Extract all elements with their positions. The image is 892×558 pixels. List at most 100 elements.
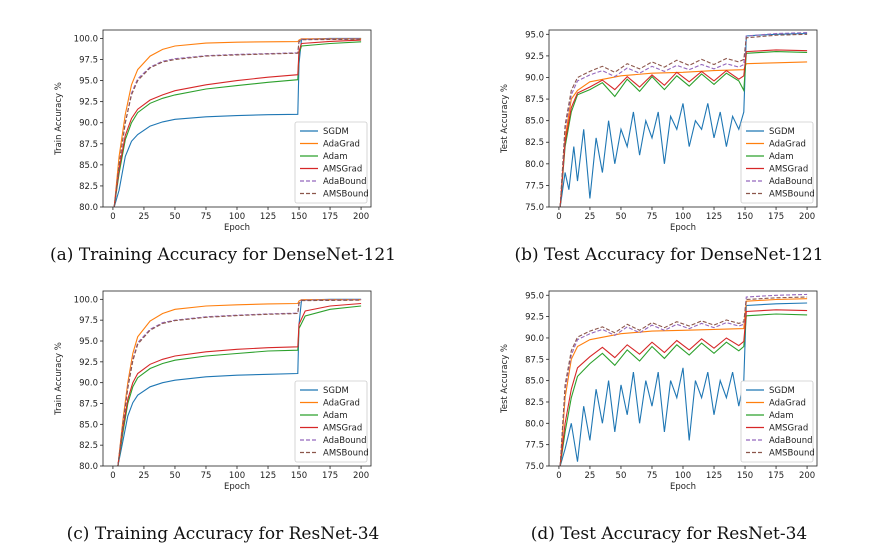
x-tick-label: 150 <box>291 212 307 222</box>
series-line-adam <box>559 313 808 466</box>
y-tick-label: 95.0 <box>525 291 544 301</box>
x-tick-label: 150 <box>737 471 753 481</box>
legend-label-adagrad: AdaGrad <box>769 140 806 150</box>
series-line-adam <box>559 51 808 207</box>
series-line-adagrad <box>559 298 808 466</box>
x-tick-label: 0 <box>110 471 115 481</box>
y-tick-label: 92.5 <box>525 52 544 62</box>
y-tick-label: 85.0 <box>79 420 98 430</box>
legend-label-adabound: AdaBound <box>323 436 366 446</box>
series-line-adam <box>113 41 362 207</box>
legend-label-amsgrad: AMSGrad <box>769 165 808 175</box>
y-tick-label: 85.0 <box>525 377 544 387</box>
x-tick-label: 175 <box>768 471 784 481</box>
x-tick-label: 50 <box>616 212 627 222</box>
legend-label-adam: Adam <box>323 411 348 421</box>
y-tick-label: 95.0 <box>79 77 98 87</box>
legend-label-adam: Adam <box>769 152 794 162</box>
legend-label-adabound: AdaBound <box>769 177 812 187</box>
caption-densenet-train: (a) Training Accuracy for DenseNet-121 <box>50 245 396 265</box>
y-axis-label: Train Accuracy % <box>54 82 64 156</box>
series-line-sgdm <box>559 302 808 466</box>
caption-densenet-test: (b) Test Accuracy for DenseNet-121 <box>514 245 824 265</box>
x-tick-label: 100 <box>675 471 691 481</box>
y-tick-label: 90.0 <box>79 379 98 389</box>
x-tick-label: 75 <box>647 212 658 222</box>
series-line-adagrad <box>113 38 362 207</box>
x-tick-label: 25 <box>585 471 596 481</box>
x-tick-label: 200 <box>799 471 815 481</box>
series-line-adabound <box>559 293 808 466</box>
legend-label-adagrad: AdaGrad <box>323 399 360 409</box>
series-line-adabound <box>559 32 808 207</box>
x-tick-label: 50 <box>170 471 181 481</box>
x-tick-label: 200 <box>799 212 815 222</box>
panel-densenet-train: 0 25 50 75 100 125 150 175 200 80.0 82.5 85.0 87.5 90… <box>0 0 446 279</box>
x-axis-label: Epoch <box>670 482 696 492</box>
series-line-amsgrad <box>559 309 808 466</box>
legend-box <box>294 380 368 463</box>
x-tick-label: 100 <box>675 212 691 222</box>
y-tick-label: 82.5 <box>525 398 544 408</box>
y-tick-label: 90.0 <box>525 334 544 344</box>
y-tick-label: 82.5 <box>79 441 98 451</box>
panel-resnet-train: 0 25 50 75 100 125 150 175 200 80.0 82.5 85.0 87.5 90… <box>0 279 446 558</box>
legend-label-sgdm: SGDM <box>769 386 795 396</box>
series-line-adabound <box>113 38 362 207</box>
legend-label-adabound: AdaBound <box>769 436 812 446</box>
x-tick-label: 175 <box>322 212 338 222</box>
series-line-amsgrad <box>113 39 362 207</box>
chart-resnet-train: 0 25 50 75 100 125 150 175 200 80.0 82.5 85.0 87.5 90… <box>54 290 372 492</box>
x-axis-label: Epoch <box>224 223 250 233</box>
y-tick-label: 77.5 <box>525 181 544 191</box>
y-tick-label: 97.5 <box>79 56 98 66</box>
y-axis-label: Test Accuracy % <box>500 84 510 154</box>
panel-densenet-test: 0 25 50 75 100 125 150 175 200 75.0 77.5 80.0 82.5 85… <box>446 0 892 279</box>
y-tick-label: 92.5 <box>79 98 98 108</box>
y-tick-label: 82.5 <box>79 182 98 192</box>
x-tick-label: 175 <box>322 471 338 481</box>
series-line-adagrad <box>559 61 808 207</box>
series-line-amsbound <box>559 296 808 466</box>
series-line-amsbound <box>559 33 808 207</box>
y-tick-label: 92.5 <box>79 358 98 368</box>
y-tick-label: 80.0 <box>79 203 98 213</box>
chart-densenet-train: 0 25 50 75 100 125 150 175 200 80.0 82.5 85.0 87.5 90… <box>54 29 372 233</box>
series-line-amsgrad <box>117 302 362 466</box>
x-tick-label: 25 <box>585 212 596 222</box>
x-tick-label: 125 <box>260 471 276 481</box>
y-tick-label: 100.0 <box>74 34 98 44</box>
x-tick-label: 0 <box>556 471 561 481</box>
x-tick-label: 25 <box>139 212 150 222</box>
plot-frame <box>548 29 818 208</box>
x-tick-label: 150 <box>291 471 307 481</box>
y-tick-label: 92.5 <box>525 313 544 323</box>
legend-box <box>740 121 814 204</box>
legend-label-amsbound: AMSBound <box>323 449 369 459</box>
x-tick-label: 175 <box>768 212 784 222</box>
plot-frame <box>548 290 818 467</box>
x-tick-label: 200 <box>353 212 369 222</box>
y-tick-label: 80.0 <box>79 462 98 472</box>
x-tick-label: 100 <box>229 471 245 481</box>
legend-label-sgdm: SGDM <box>323 127 349 137</box>
y-tick-label: 87.5 <box>79 140 98 150</box>
x-tick-label: 125 <box>260 212 276 222</box>
x-tick-label: 25 <box>139 471 150 481</box>
y-tick-label: 100.0 <box>74 295 98 305</box>
legend-label-adam: Adam <box>323 152 348 162</box>
x-tick-label: 0 <box>556 212 561 222</box>
y-axis-label: Test Accuracy % <box>500 344 510 414</box>
y-tick-label: 85.0 <box>79 161 98 171</box>
y-tick-label: 75.0 <box>525 203 544 213</box>
y-tick-label: 77.5 <box>525 441 544 451</box>
y-tick-label: 95.0 <box>525 30 544 40</box>
chart-resnet-test: 0 25 50 75 100 125 150 175 200 75.0 77.5 80.0 82.5 85… <box>500 290 818 492</box>
series-line-sgdm <box>559 32 808 207</box>
y-tick-label: 75.0 <box>525 462 544 472</box>
y-tick-label: 80.0 <box>525 419 544 429</box>
legend-label-sgdm: SGDM <box>769 127 795 137</box>
y-tick-label: 87.5 <box>525 355 544 365</box>
x-tick-label: 50 <box>170 212 181 222</box>
y-tick-label: 90.0 <box>525 73 544 83</box>
